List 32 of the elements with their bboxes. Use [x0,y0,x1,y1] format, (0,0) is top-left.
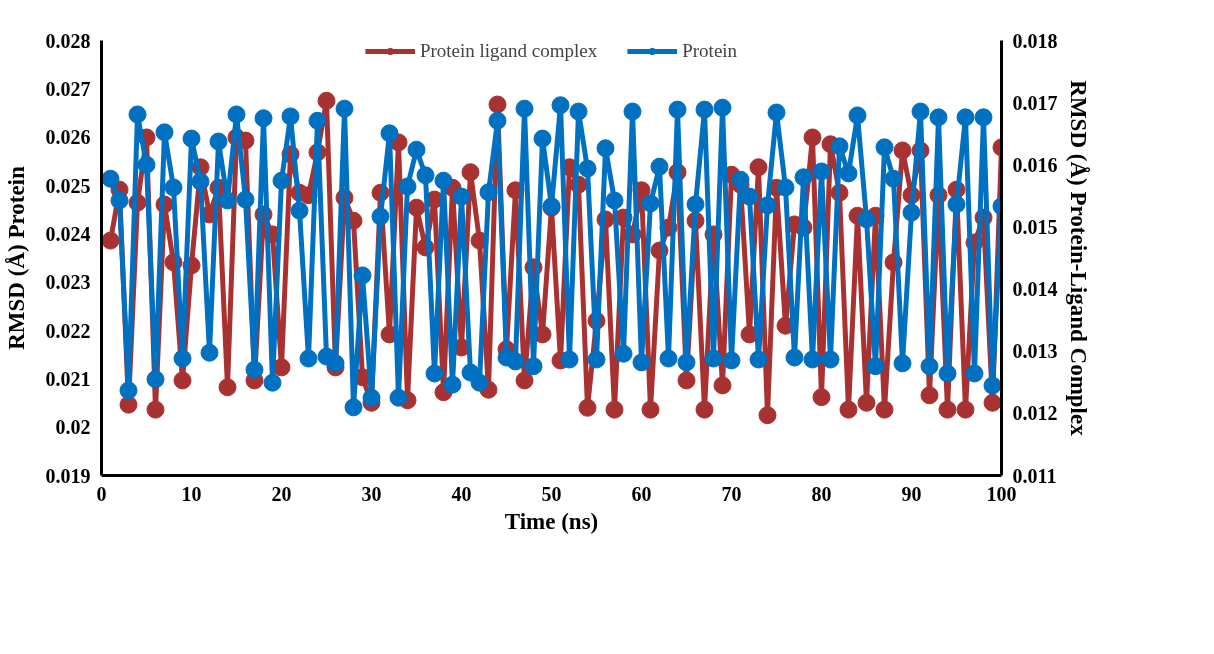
x-tick-label: 90 [901,482,922,505]
x-tick-label: 0 [96,482,107,505]
y-tick-label: 0.021 [45,367,91,390]
x-tick-label: 60 [631,482,652,505]
y2-tick-label: 0.018 [1012,29,1058,52]
y2-axis-title: RMSD (Å) Protein-Ligand Complex [1065,80,1091,437]
x-tick-label: 50 [541,482,562,505]
x-tick-label: 40 [451,482,472,505]
y-tick-label: 0.027 [45,77,91,100]
y2-tick-label: 0.012 [1012,402,1058,425]
y-tick-label: 0.023 [45,271,91,294]
y-tick-label: 0.019 [45,464,91,487]
x-tick-label: 80 [811,482,832,505]
y2-tick-label: 0.015 [1012,215,1058,238]
y2-tick-label: 0.013 [1012,340,1058,363]
y-axis-title: RMSD (Å) Protein [3,166,29,350]
legend-label: Protein ligand complex [419,40,598,62]
y-tick-label: 0.028 [45,29,91,52]
y2-tick-label: 0.014 [1012,278,1058,301]
x-tick-label: 70 [721,482,742,505]
y-tick-label: 0.02 [55,416,91,439]
y2-tick-label: 0.017 [1012,91,1058,114]
y-tick-label: 0.026 [45,126,91,149]
y-tick-label: 0.022 [45,319,91,342]
y-tick-label: 0.024 [45,222,91,245]
legend-label: Protein [682,40,738,62]
y-tick-label: 0.025 [45,174,91,197]
x-tick-label: 30 [361,482,382,505]
x-tick-label: 20 [271,482,292,505]
x-tick-label: 10 [181,482,202,505]
y2-tick-label: 0.016 [1012,153,1058,176]
x-axis-title: Time (ns) [504,508,599,534]
